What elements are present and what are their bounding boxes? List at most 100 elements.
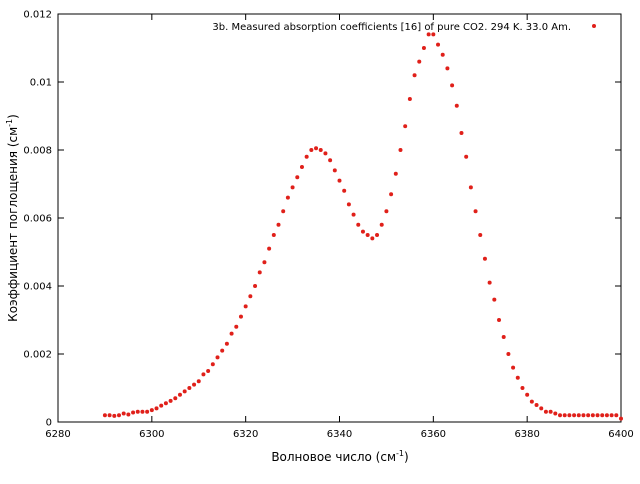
- data-point: [253, 284, 258, 288]
- data-point: [558, 413, 563, 418]
- y-tick-label: 0: [46, 418, 52, 429]
- x-tick-label: 6380: [514, 429, 539, 440]
- data-point: [323, 151, 328, 156]
- x-axis-label-sup: -1: [396, 449, 404, 458]
- data-point: [360, 229, 365, 234]
- data-point: [398, 148, 403, 152]
- data-point: [595, 413, 600, 418]
- data-point: [173, 396, 178, 401]
- data-point: [604, 413, 609, 418]
- data-point: [107, 413, 112, 418]
- data-point: [262, 260, 267, 265]
- x-tick-label: 6400: [608, 429, 633, 440]
- data-point: [342, 188, 347, 193]
- data-point: [553, 411, 558, 416]
- data-point: [131, 410, 136, 415]
- data-point: [112, 413, 117, 418]
- y-tick-label: 0.002: [23, 350, 52, 361]
- data-point: [520, 386, 525, 390]
- x-axis-label-end: ): [404, 450, 409, 464]
- data-point: [365, 233, 370, 237]
- data-point: [534, 403, 539, 407]
- y-axis-label-text: Коэффициент поглощения (см: [6, 127, 20, 322]
- data-point: [417, 59, 422, 64]
- data-point: [445, 66, 450, 71]
- data-point: [229, 331, 234, 336]
- y-tick-label: 0.01: [30, 78, 52, 89]
- data-point: [210, 362, 215, 367]
- data-point: [501, 335, 506, 339]
- data-point: [346, 202, 351, 207]
- data-point: [450, 83, 455, 88]
- data-point: [384, 209, 389, 214]
- data-point: [140, 409, 145, 414]
- data-point: [375, 233, 380, 237]
- x-tick-label: 6300: [139, 429, 164, 440]
- data-point: [590, 413, 595, 418]
- data-point: [135, 409, 140, 414]
- data-point: [206, 369, 211, 373]
- legend-marker: [592, 24, 596, 28]
- data-point: [149, 408, 154, 413]
- data-point: [299, 165, 304, 169]
- data-point: [421, 46, 426, 50]
- data-point: [192, 382, 197, 387]
- data-point: [412, 73, 417, 78]
- data-point: [506, 352, 511, 356]
- y-axis-label-sup: -1: [5, 119, 14, 127]
- data-point: [426, 32, 431, 37]
- data-point: [177, 392, 182, 397]
- data-point: [497, 318, 502, 322]
- data-point: [436, 42, 441, 47]
- data-point: [614, 413, 619, 418]
- y-tick-label: 0.012: [23, 10, 52, 21]
- x-axis-label-text: Волновое число (см: [271, 450, 396, 464]
- data-point: [487, 280, 492, 285]
- data-point: [281, 209, 286, 214]
- data-point: [187, 386, 192, 390]
- data-point: [586, 413, 591, 418]
- data-point: [267, 246, 272, 251]
- data-point: [393, 171, 398, 176]
- plot-frame: [57, 13, 622, 423]
- data-point: [431, 32, 436, 37]
- data-point: [248, 294, 253, 299]
- data-point: [328, 158, 333, 163]
- data-point: [116, 413, 121, 418]
- data-point: [543, 409, 548, 414]
- data-point: [609, 413, 614, 418]
- data-point: [515, 375, 520, 380]
- data-point: [619, 416, 623, 421]
- data-point: [168, 398, 173, 403]
- data-point: [295, 175, 300, 180]
- data-point: [234, 324, 239, 329]
- x-tick-label: 6360: [421, 429, 446, 440]
- data-point: [182, 389, 187, 394]
- data-point: [581, 413, 586, 418]
- data-point: [548, 409, 553, 414]
- data-point: [529, 399, 534, 404]
- data-point: [600, 413, 605, 418]
- data-point: [473, 209, 478, 214]
- data-point: [525, 392, 530, 397]
- data-point: [304, 154, 309, 159]
- x-tick-label: 6320: [233, 429, 258, 440]
- data-point: [290, 185, 295, 190]
- data-point: [332, 168, 337, 173]
- y-tick-label: 0.004: [23, 282, 52, 293]
- data-point: [154, 406, 159, 411]
- y-tick-label: 0.006: [23, 214, 52, 225]
- data-point: [337, 178, 342, 183]
- data-point: [370, 236, 375, 241]
- data-point: [539, 406, 544, 411]
- data-point: [511, 365, 516, 370]
- data-point: [257, 270, 262, 275]
- data-point: [572, 413, 577, 418]
- legend-label: 3b. Measured absorption coefficients [16…: [212, 22, 571, 33]
- data-point: [196, 379, 201, 384]
- data-point: [379, 222, 384, 227]
- data-point: [454, 103, 459, 108]
- data-point: [201, 372, 206, 377]
- y-tick-label: 0.008: [23, 146, 52, 157]
